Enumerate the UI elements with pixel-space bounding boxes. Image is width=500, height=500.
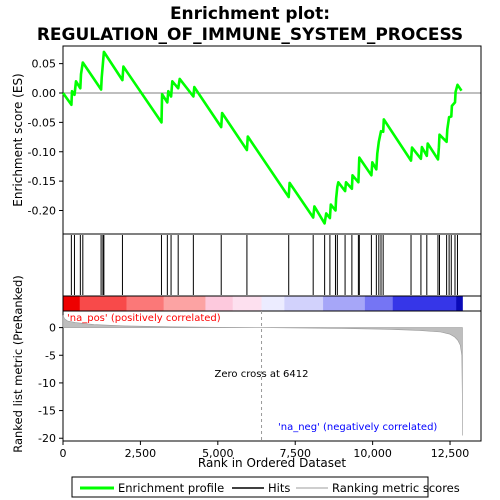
enrichment-profile-line xyxy=(61,50,463,225)
rank-color-segment xyxy=(364,296,394,311)
metric-y-tick-label: 0 xyxy=(49,322,56,335)
x-tick-label: 5,000 xyxy=(202,447,234,460)
rank-color-segment xyxy=(63,296,81,311)
rank-color-segment xyxy=(79,296,127,311)
es-y-tick-label: 0.00 xyxy=(32,87,57,100)
hits-area xyxy=(62,233,482,297)
x-axis-label: Rank in Ordered Dataset xyxy=(198,456,346,470)
x-tick-label: 2,500 xyxy=(125,447,157,460)
rank-color-segment xyxy=(261,296,285,311)
x-tick-label: 7,500 xyxy=(279,447,311,460)
es-y-tick-label: 0.05 xyxy=(32,58,57,71)
metric-y-tick-label: -20 xyxy=(38,432,56,445)
x-tick-label: 10,000 xyxy=(353,447,392,460)
legend: Enrichment profile Hits Ranking metric s… xyxy=(71,476,460,498)
rank-color-segment xyxy=(205,296,234,311)
rank-color-segment xyxy=(456,296,463,311)
legend-box xyxy=(71,476,429,498)
negative-correlation-label: 'na_neg' (negatively correlated) xyxy=(278,422,437,433)
legend-metric-label: Ranking metric scores xyxy=(332,481,460,495)
chart-title-line2: REGULATION_OF_IMMUNE_SYSTEM_PROCESS xyxy=(37,25,463,45)
es-y-tick-label: -0.20 xyxy=(28,205,56,218)
rank-color-segment xyxy=(323,296,366,311)
positive-correlation-label: 'na_pos' (positively correlated) xyxy=(67,313,221,324)
es-y-tick-label: -0.05 xyxy=(28,116,56,129)
ranking-metric-area xyxy=(62,315,463,436)
metric-y-tick-label: -15 xyxy=(38,405,56,418)
es-y-tick-label: -0.15 xyxy=(28,175,56,188)
x-tick-label: 12,500 xyxy=(431,447,470,460)
legend-hits-label: Hits xyxy=(268,481,290,495)
rank-color-segment xyxy=(284,296,324,311)
metric-panel: Zero cross at 6412 'na_pos' (positively c… xyxy=(11,275,482,470)
es-plot-area xyxy=(62,45,482,235)
hits-panel xyxy=(62,233,482,297)
metric-plot-area xyxy=(62,310,482,442)
metric-y-tick-label: -5 xyxy=(45,349,56,362)
rank-color-segment xyxy=(126,296,165,311)
legend-profile-label: Enrichment profile xyxy=(118,481,224,495)
chart-title-line1: Enrichment plot: xyxy=(170,4,330,24)
rank-color-segment xyxy=(163,296,206,311)
metric-y-tick-label: -10 xyxy=(38,377,56,390)
es-y-tick-label: -0.10 xyxy=(28,146,56,159)
zero-cross-label: Zero cross at 6412 xyxy=(215,369,309,380)
metric-y-axis-label: Ranked list metric (PreRanked) xyxy=(11,275,25,453)
es-y-axis-label: Enrichment score (ES) xyxy=(11,73,25,206)
x-tick-label: 0 xyxy=(60,447,67,460)
rank-color-segment xyxy=(232,296,262,311)
rank-color-segment xyxy=(392,296,457,311)
